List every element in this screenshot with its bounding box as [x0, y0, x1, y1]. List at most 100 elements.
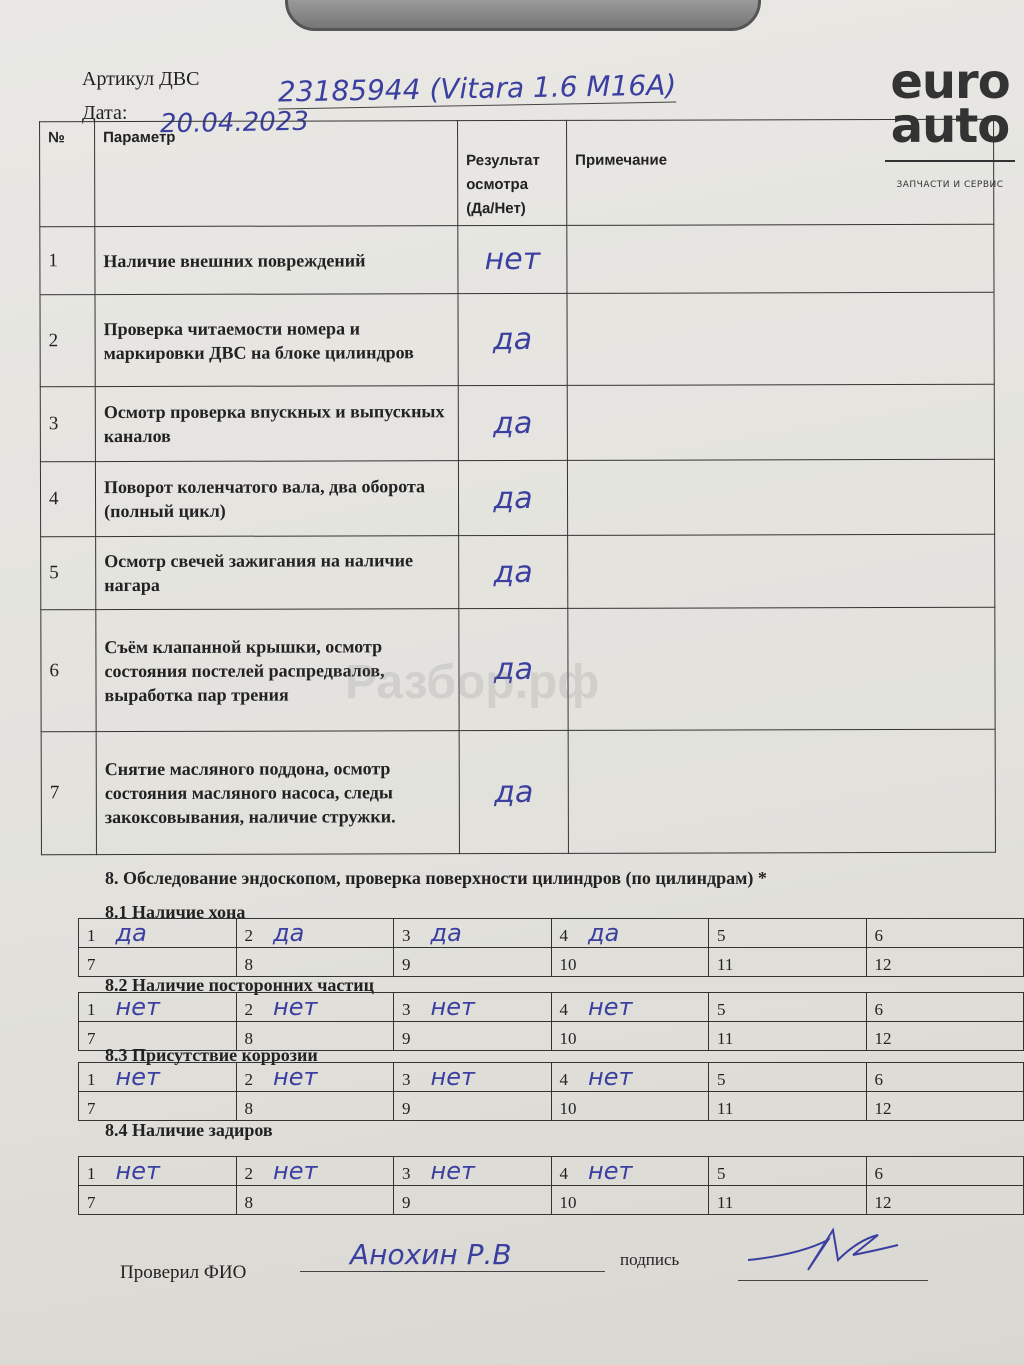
table-row: 1 Наличие внешних повреждений нет [39, 224, 994, 295]
cylinder-number: 7 [87, 955, 96, 974]
row-note [567, 607, 996, 731]
cylinder-table: 1 нет 2 нет 3 нет 4 нет 5 6 7 8 9 10 11 12 [78, 1156, 1024, 1215]
cylinder-number: 9 [402, 1099, 411, 1118]
cylinder-value: нет [115, 993, 160, 1021]
cylinder-cell: 10 [550, 1185, 709, 1215]
cylinder-number: 12 [874, 955, 892, 974]
cylinder-number: 4 [559, 1070, 569, 1089]
cylinder-cell: 11 [708, 1021, 867, 1051]
cylinder-value: нет [588, 1063, 633, 1091]
cylinder-number: 1 [87, 1070, 96, 1089]
cylinder-cell: 9 [393, 947, 552, 977]
cylinder-cell: 5 [708, 1062, 867, 1092]
cylinder-row: 1 нет 2 нет 3 нет 4 нет 5 6 [78, 1156, 1024, 1186]
checked-value: Анохин Р.В [300, 1238, 605, 1272]
col-number: № [39, 121, 95, 227]
logo-divider [885, 160, 1015, 162]
cylinder-number: 9 [402, 1029, 411, 1048]
cylinder-cell: 7 [78, 947, 237, 977]
cylinder-table: 1 нет 2 нет 3 нет 4 нет 5 6 7 8 9 10 11 12 [78, 1062, 1024, 1121]
cylinder-number: 4 [559, 1000, 569, 1019]
cylinder-cell: 11 [708, 947, 867, 977]
row-parameter: Осмотр проверка впускных и выпускных кан… [95, 385, 459, 462]
cylinder-cell: 5 [708, 1156, 867, 1186]
cylinder-value: нет [273, 1063, 318, 1091]
cylinder-cell: 10 [550, 947, 709, 977]
cylinder-number: 1 [87, 1000, 96, 1019]
cylinder-number: 11 [717, 955, 734, 974]
section8-title-text: 8. Обследование эндоскопом, проверка пов… [105, 868, 767, 888]
row-note [567, 384, 995, 461]
cylinder-cell: 6 [865, 918, 1024, 948]
cylinder-cell: 8 [235, 1021, 394, 1051]
cylinder-number: 6 [874, 1164, 884, 1183]
row-note [567, 459, 995, 536]
cylinder-number: 8 [244, 955, 254, 974]
cylinder-value: да [430, 919, 462, 947]
cylinder-number: 11 [717, 1099, 734, 1118]
cylinder-cell: 2 да [235, 918, 394, 948]
cylinder-cell: 9 [393, 1185, 552, 1215]
logo-tagline: ЗАПЧАСТИ И СЕРВИС [896, 180, 1004, 190]
cylinder-cell: 8 [235, 1091, 394, 1121]
row-note [568, 729, 996, 854]
cylinder-cell: 11 [708, 1091, 867, 1121]
row-result: да [458, 385, 568, 461]
cylinder-cell: 1 нет [78, 992, 237, 1022]
cylinder-cell: 3 нет [393, 992, 552, 1022]
cylinder-value: нет [273, 993, 318, 1021]
cylinder-number: 4 [559, 1164, 569, 1183]
cylinder-number: 2 [244, 1070, 254, 1089]
cylinder-number: 9 [402, 1193, 411, 1212]
cylinder-value: да [588, 919, 620, 947]
cylinder-number: 9 [402, 955, 411, 974]
cylinder-cell: 12 [865, 1091, 1024, 1121]
cylinder-cell: 12 [865, 1185, 1024, 1215]
cylinder-value: нет [115, 1063, 160, 1091]
cylinder-number: 5 [717, 926, 726, 945]
cylinder-cell: 1 нет [78, 1156, 237, 1186]
cylinder-number: 7 [87, 1099, 96, 1118]
cylinder-number: 3 [402, 1164, 411, 1183]
cylinder-row: 7 8 9 10 11 12 [78, 1185, 1024, 1215]
row-number: 4 [40, 461, 96, 537]
cylinder-cell: 7 [78, 1091, 237, 1121]
row-number: 6 [40, 609, 97, 732]
cylinder-cell: 9 [393, 1021, 552, 1051]
cylinder-number: 8 [244, 1193, 254, 1212]
row-result: да [458, 460, 568, 536]
signature-drawing [747, 1227, 899, 1271]
logo-line1: euro [890, 54, 1010, 110]
cylinder-number: 6 [874, 926, 884, 945]
subsection-title: 8.1 Наличие хона [105, 902, 246, 922]
cylinder-cell: 10 [550, 1021, 709, 1051]
cylinder-value: нет [588, 993, 633, 1021]
clipboard-clip [285, 0, 761, 31]
cylinder-cell: 2 нет [235, 1156, 394, 1186]
cylinder-number: 10 [559, 955, 577, 974]
signature-label: подпись [620, 1250, 680, 1269]
row-result: да [458, 535, 568, 609]
inspection-table: № Параметр Результат осмотра (Да/Нет) Пр… [39, 119, 996, 855]
cylinder-number: 6 [874, 1000, 884, 1019]
row-parameter: Снятие масляного поддона, осмотр состоян… [96, 730, 460, 855]
subsection-title: 8.4 Наличие задиров [105, 1120, 273, 1140]
checked-label: Проверил ФИО [120, 1262, 247, 1283]
cylinder-table: 1 да 2 да 3 да 4 да 5 6 7 8 9 10 11 12 [78, 918, 1024, 977]
cylinder-number: 1 [87, 926, 96, 945]
cylinder-number: 3 [402, 926, 411, 945]
cylinder-value: нет [588, 1157, 633, 1185]
cylinder-number: 4 [559, 926, 569, 945]
article-label: Артикул ДВС [82, 68, 200, 90]
cylinder-number: 10 [559, 1193, 577, 1212]
cylinder-cell: 11 [708, 1185, 867, 1215]
cylinder-value: да [115, 919, 147, 947]
row-result: да [457, 293, 568, 386]
cylinder-number: 1 [87, 1164, 96, 1183]
watermark: Разбор.рф [345, 656, 600, 709]
row-note [566, 224, 994, 294]
cylinder-row: 7 8 9 10 11 12 [78, 947, 1024, 977]
cylinder-cell: 3 нет [393, 1062, 552, 1092]
cylinder-number: 10 [559, 1029, 577, 1048]
